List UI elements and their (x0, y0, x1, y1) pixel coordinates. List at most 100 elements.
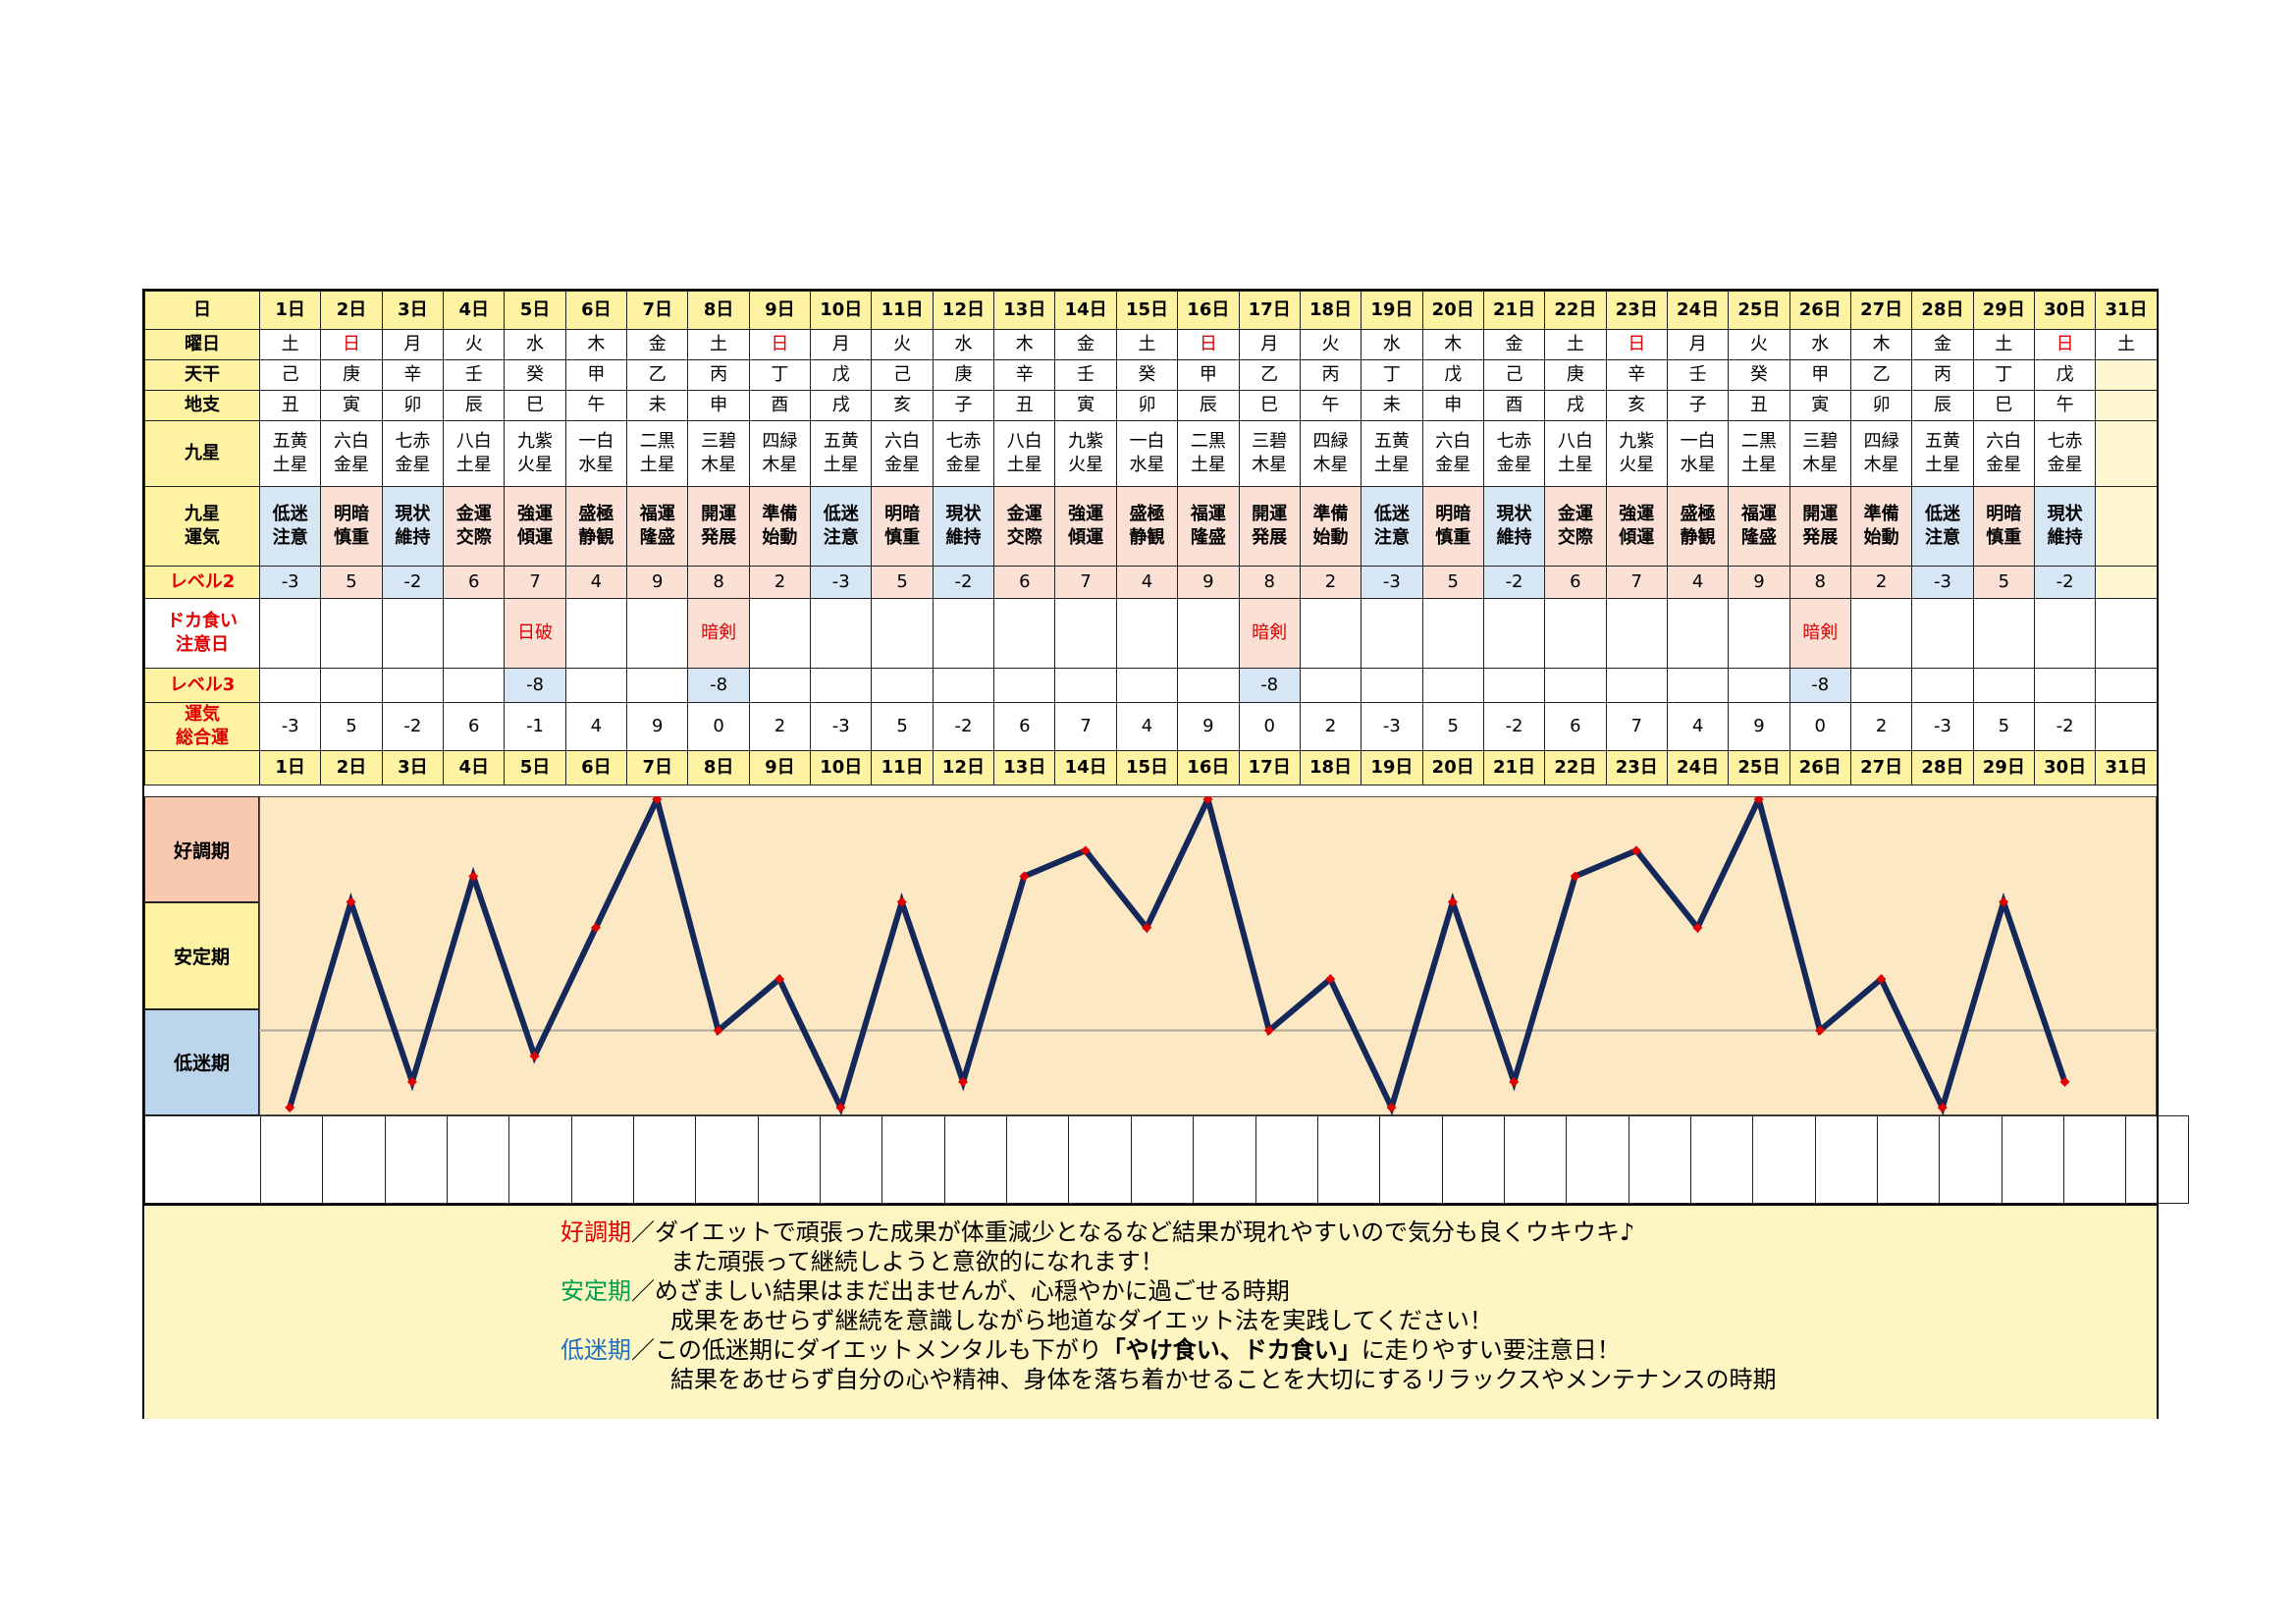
unki-cell: 低迷 注意 (1911, 486, 1974, 567)
weekday-cell: 金 (1054, 329, 1117, 360)
warning-cell (1911, 598, 1974, 669)
unki-cell: 明暗 慎重 (320, 486, 383, 567)
cell-line-1: 低迷 (1924, 504, 1960, 524)
fortune-sheet: 日 1日 2日 3日 4日 5日 6日 7日 8日 9日 10日 11日 12日 13日 14日 15日 16日… (142, 289, 2189, 1419)
total-cell: 0 (1238, 702, 1301, 751)
cell-line-1: 明暗 (884, 504, 921, 524)
cell-line-1: 現状 (1496, 504, 1532, 524)
tenkan-cell: 乙 (1238, 359, 1301, 391)
row-label-warning: ドカ食い 注意日 (144, 598, 260, 669)
warning-cell (748, 598, 812, 669)
total-cell: 4 (1115, 702, 1179, 751)
tenkan-cell: 戊 (810, 359, 873, 391)
cell-line-2: 土星 (823, 455, 859, 475)
cell-line-1: 開運 (1252, 504, 1288, 524)
cell-line-1: 低迷 (1373, 504, 1410, 524)
memo-cell (1006, 1115, 1070, 1204)
plot-area (258, 796, 2157, 1115)
cell-line-1: 七赤 (2047, 431, 2083, 452)
tenkan-cell: 庚 (1544, 359, 1607, 391)
row-chishi: 地支丑寅卯辰巳午未申酉戌亥子丑寅卯辰巳午未申酉戌亥子丑寅卯辰巳午 (144, 390, 2158, 421)
cell-line-1: 金運 (1557, 504, 1593, 524)
memo-cell (384, 1115, 449, 1204)
cell-line-1: 低迷 (272, 504, 308, 524)
cell-line-2: 注意日 (176, 634, 229, 655)
cell-line-2: 金星 (945, 455, 982, 475)
kyusei-cell: 八白 土星 (443, 420, 506, 487)
data-point (1630, 845, 1641, 856)
kyusei-cell: 七赤 金星 (2033, 420, 2097, 487)
cell-line-2: 交際 (1006, 527, 1042, 548)
memo-cell (1628, 1115, 1691, 1204)
cell-line-1: 強運 (517, 504, 554, 524)
cell-line-2: 慎重 (1435, 527, 1471, 548)
memo-cell (1503, 1115, 1568, 1204)
warning-cell: 暗剣 (687, 598, 750, 669)
cell-line-1: 強運 (1619, 504, 1655, 524)
kyusei-cell: 八白 土星 (1544, 420, 1607, 487)
data-point (1876, 974, 1887, 985)
total-cell: 6 (443, 702, 506, 751)
warning-cell (1361, 598, 1423, 669)
day-header: 21日 (1482, 750, 1546, 785)
cell-line-1: 明暗 (1435, 504, 1471, 524)
total-cell: -3 (1361, 702, 1423, 751)
level2-cell: 9 (626, 566, 689, 599)
warning-cell (626, 598, 689, 669)
day-header: 13日 (993, 291, 1056, 330)
legend-low-line1: 低迷期／この低迷期にダイエットメンタルも下がり「やけ食い、ドカ食い」に走りやすい… (561, 1335, 1621, 1365)
cell-line-1: 一白 (578, 431, 614, 452)
total-cell: 9 (1177, 702, 1240, 751)
memo-cell (2125, 1115, 2189, 1204)
cell-line-1: 八白 (1006, 431, 1042, 452)
day-header: 13日 (993, 750, 1056, 785)
memo-cell (570, 1115, 635, 1204)
weekday-cell: 水 (932, 329, 995, 360)
total-cell: -2 (2033, 702, 2097, 751)
day-header: 7日 (626, 291, 689, 330)
cell-line-1: 現状 (2047, 504, 2083, 524)
cell-line-1: 開運 (701, 504, 737, 524)
warning-cell (258, 598, 322, 669)
band-good-label: 好調期 (173, 839, 230, 862)
cell-line-1: 二黒 (639, 431, 675, 452)
level3-cell (564, 668, 628, 703)
kyusei-cell: 七赤 金星 (1482, 420, 1546, 487)
warning-cell (2095, 598, 2158, 669)
data-point (1509, 1076, 1520, 1087)
level2-cell: 2 (1299, 566, 1362, 599)
legend-stable-line1: 安定期／めざましい結果はまだ出ませんが、心穏やかに過ごせる時期 (561, 1276, 1290, 1306)
row-level2: レベル2 -3 5 -2 6 7 4 9 8 2 -3 5 -2 6 7 4 9 8 2 -3 5 -2 6 7 4 9 8 2 -3 5… (144, 566, 2158, 599)
day-header: 21日 (1482, 291, 1546, 330)
cell-line-2: 注意 (1924, 527, 1960, 548)
day-header: 24日 (1666, 750, 1730, 785)
total-cell: -3 (1911, 702, 1974, 751)
level3-cell: -8 (1238, 668, 1301, 703)
unki-cell: 現状 維持 (932, 486, 995, 567)
day-header: 30日 (2033, 291, 2097, 330)
kyusei-cell: 七赤 金星 (932, 420, 995, 487)
cell-line-1: 運気 (185, 704, 220, 725)
weekday-cell: 土 (258, 329, 322, 360)
day-header: 22日 (1544, 291, 1607, 330)
total-cell: 2 (1849, 702, 1913, 751)
memo-cell (2001, 1115, 2064, 1204)
tenkan-cell: 壬 (1666, 359, 1730, 391)
weekday-cell: 火 (443, 329, 506, 360)
level2-cell: -2 (381, 566, 445, 599)
day-header: 8日 (687, 750, 750, 785)
memo-cell (2062, 1115, 2127, 1204)
chishi-cell: 丑 (258, 390, 322, 421)
tenkan-cell: 丙 (687, 359, 750, 391)
data-point (1753, 796, 1764, 804)
level2-cell: 7 (1605, 566, 1668, 599)
cell-line-2: 火星 (1068, 455, 1104, 475)
level3-cell (1482, 668, 1546, 703)
weekday-cell: 木 (1421, 329, 1484, 360)
data-point (958, 1076, 969, 1087)
unki-cell: 現状 維持 (381, 486, 445, 567)
unki-cell: 現状 維持 (2033, 486, 2097, 567)
cell-line-2: 金星 (1435, 455, 1471, 475)
tenkan-cell: 甲 (564, 359, 628, 391)
row-label-unki: 九星 運気 (144, 486, 260, 567)
